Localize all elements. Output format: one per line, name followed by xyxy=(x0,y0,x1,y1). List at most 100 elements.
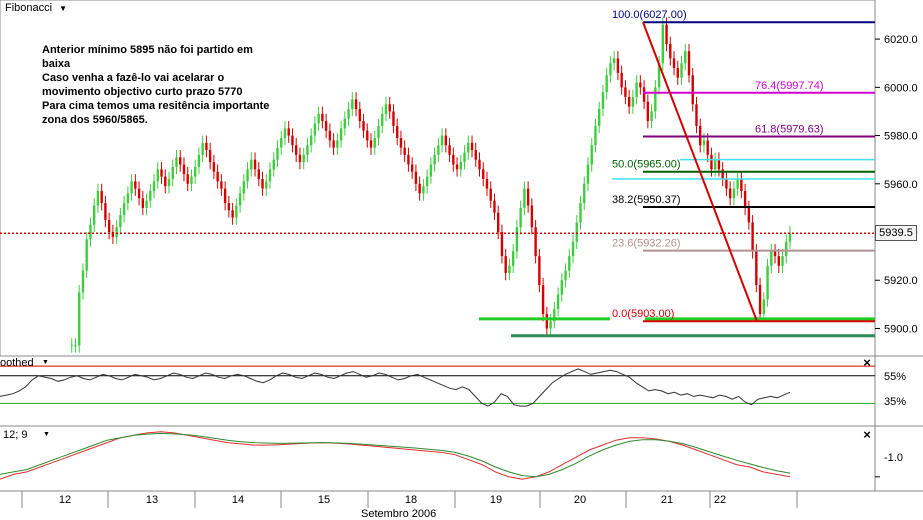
price-bar xyxy=(777,256,780,266)
price-bar xyxy=(556,294,560,310)
price-bar xyxy=(250,159,253,170)
price-bar xyxy=(511,251,515,266)
y-tick-label: 6000.0 xyxy=(884,82,918,94)
price-bar xyxy=(156,169,159,182)
price-bar xyxy=(706,140,709,155)
annotation-line: Anterior mínimo 5895 não foi partido em xyxy=(42,44,253,56)
price-bar xyxy=(530,205,534,228)
price-bar xyxy=(425,176,429,187)
rsi-close-icon[interactable]: × xyxy=(863,355,871,370)
annotation-line: Caso venha a fazê-lo vai acelarar o xyxy=(42,72,225,84)
macd-dropdown-icon[interactable]: ▼ xyxy=(43,431,50,438)
price-bar xyxy=(261,178,264,189)
macd-level: -1.0 xyxy=(884,452,903,464)
rsi-dropdown-icon[interactable]: ▼ xyxy=(42,359,49,366)
price-bar xyxy=(366,130,369,141)
macd-signal-line xyxy=(0,432,791,478)
price-bar xyxy=(343,118,347,129)
price-bar xyxy=(755,251,758,286)
price-bar xyxy=(627,96,631,107)
price-bar xyxy=(642,87,646,102)
price-bar xyxy=(197,154,201,167)
rsi-level-55: 55% xyxy=(884,371,907,383)
price-bar xyxy=(396,125,399,138)
price-bar xyxy=(70,345,73,347)
price-bar xyxy=(665,24,668,44)
price-bar xyxy=(448,145,451,155)
price-bar xyxy=(725,178,728,189)
fib-level-label: 76.4(5997.74) xyxy=(755,80,824,92)
price-bar xyxy=(545,314,549,329)
price-bar xyxy=(336,140,339,148)
macd-close-icon[interactable]: × xyxy=(863,427,871,442)
price-bar xyxy=(440,135,444,146)
price-bar xyxy=(489,188,492,201)
price-bar xyxy=(111,232,115,237)
price-bar xyxy=(246,169,249,182)
price-bar xyxy=(126,193,130,204)
price-bar xyxy=(362,121,365,131)
price-bar xyxy=(265,181,268,189)
price-bar xyxy=(650,111,653,122)
price-bar xyxy=(594,125,597,146)
price-bar xyxy=(478,159,481,170)
price-bar xyxy=(691,75,694,105)
price-bar xyxy=(669,43,672,59)
price-bar xyxy=(732,188,736,199)
price-bar xyxy=(515,227,519,252)
annotation-line: Para cima temos uma resitência important… xyxy=(42,100,270,112)
indicator-selector[interactable]: Fibonacci ▼ xyxy=(5,2,67,14)
price-bar xyxy=(152,181,156,192)
x-axis-label: Setembro 2006 xyxy=(361,508,437,520)
price-bar xyxy=(193,166,197,177)
price-bar xyxy=(444,135,448,146)
price-bar xyxy=(758,285,762,315)
price-bar xyxy=(287,128,290,136)
fib-level-label: 50.0(5965.00) xyxy=(612,159,681,171)
price-bar xyxy=(463,152,466,163)
price-bar xyxy=(100,191,103,204)
price-bar xyxy=(392,111,395,126)
price-bar xyxy=(317,113,320,124)
price-bar xyxy=(452,154,455,165)
price-bar xyxy=(302,154,305,163)
price-bar xyxy=(242,181,246,194)
price-bar xyxy=(220,181,223,189)
price-bar xyxy=(583,183,586,204)
price-bar xyxy=(134,181,137,189)
price-bar xyxy=(276,147,279,160)
price-bar xyxy=(306,145,309,155)
price-bar xyxy=(586,164,590,184)
price-bar xyxy=(268,169,272,182)
price-bar xyxy=(687,51,691,76)
price-bar xyxy=(257,169,260,179)
rsi-series-line xyxy=(0,368,791,407)
price-bar xyxy=(571,241,575,257)
price-bar xyxy=(568,256,571,271)
x-tick-label: 14 xyxy=(232,494,244,506)
price-bar xyxy=(182,164,186,175)
price-bar xyxy=(410,164,414,172)
price-bar xyxy=(467,142,470,153)
price-bar xyxy=(78,292,81,346)
price-bar xyxy=(743,191,747,208)
price-bar xyxy=(104,203,107,220)
price-bar xyxy=(235,205,238,218)
price-bar xyxy=(747,207,751,223)
price-bar xyxy=(283,128,287,138)
price-bar xyxy=(294,145,298,155)
price-bar xyxy=(418,183,421,194)
y-tick-label: 5920.0 xyxy=(884,275,918,287)
price-bar xyxy=(504,256,507,274)
annotation-line: movimento objectivo curto prazo 5770 xyxy=(42,86,243,98)
fib-level-label: 100.0(6027.00) xyxy=(612,9,687,21)
price-bar xyxy=(313,123,317,136)
price-bar xyxy=(384,104,388,114)
indicator-name: Fibonacci xyxy=(5,2,53,14)
price-bar xyxy=(212,162,216,172)
price-bar xyxy=(751,222,754,252)
x-tick-label: 19 xyxy=(490,494,502,506)
fib-level-label: 38.2(5950.37) xyxy=(612,194,681,206)
price-bar xyxy=(291,135,294,146)
price-bar xyxy=(201,142,204,155)
